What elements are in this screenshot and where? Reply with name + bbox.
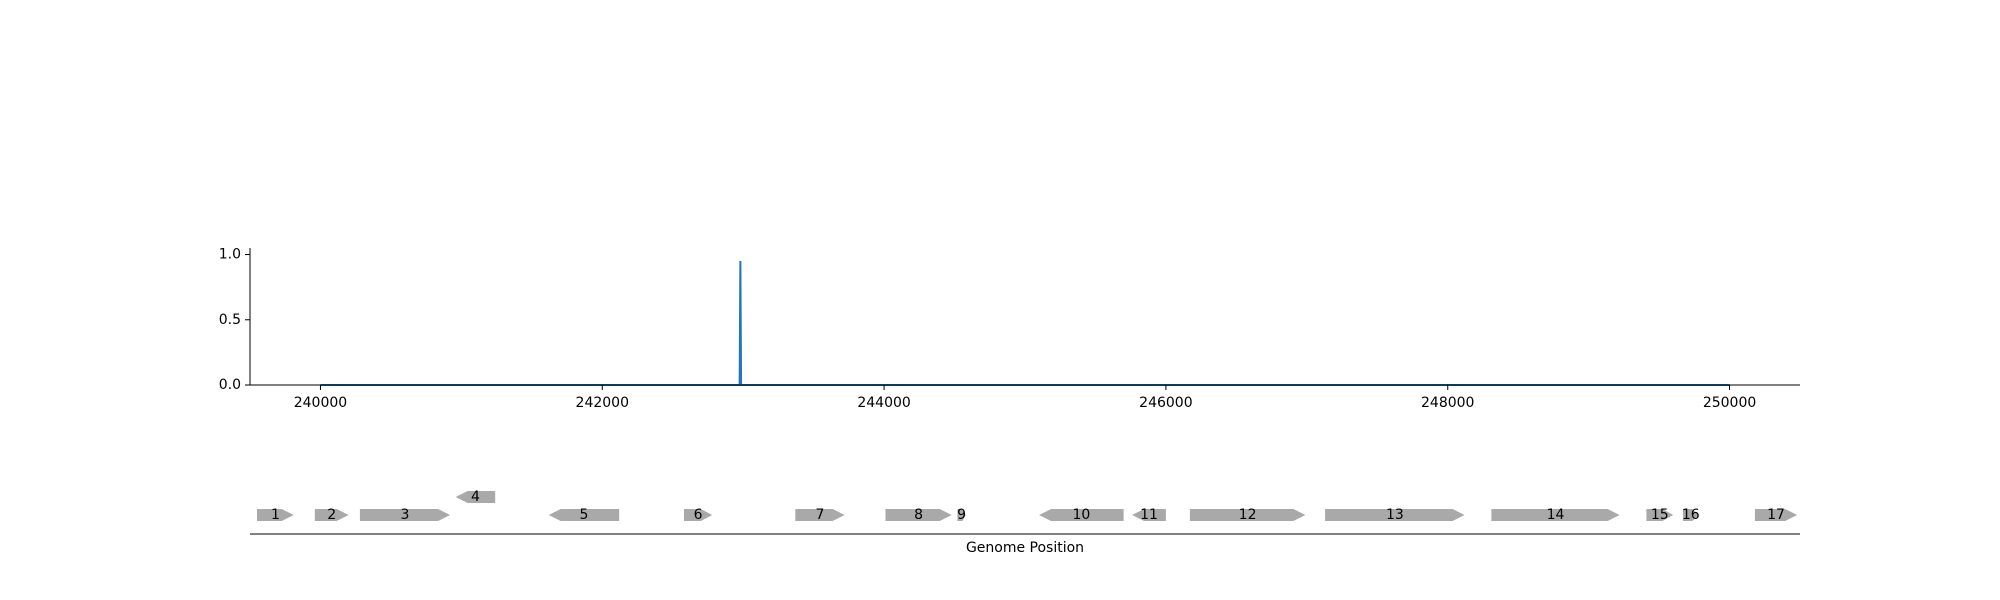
x-tick-label: 242000 bbox=[576, 395, 629, 411]
gene-16: 16 bbox=[1682, 507, 1700, 523]
x-tick-label: 244000 bbox=[857, 395, 910, 411]
gene-label: 13 bbox=[1386, 507, 1404, 523]
x-tick-label: 248000 bbox=[1421, 395, 1474, 411]
gene-label: 11 bbox=[1140, 507, 1158, 523]
gene-label: 9 bbox=[957, 507, 966, 523]
gene-arrow bbox=[455, 491, 496, 503]
gene-arrow bbox=[257, 509, 294, 521]
y-tick-label: 0.0 bbox=[219, 377, 241, 393]
x-ticks: 240000 242000 244000 246000 248000 250000 bbox=[294, 385, 1756, 411]
y-tick-label: 0.5 bbox=[219, 312, 241, 328]
gene-12: 12 bbox=[1189, 507, 1306, 523]
gene-label: 5 bbox=[580, 507, 589, 523]
x-axis-label: Genome Position bbox=[966, 540, 1084, 556]
gene-1: 1 bbox=[257, 507, 294, 523]
gene-arrow bbox=[1189, 509, 1306, 521]
gene-arrow bbox=[1491, 509, 1620, 521]
gene-track: 1 2 345 6 7 8 9 10 11 12 13 14 15 16 17 Genome Positio… bbox=[250, 489, 1800, 556]
gene-label: 12 bbox=[1239, 507, 1257, 523]
x-tick-label: 246000 bbox=[1139, 395, 1192, 411]
gene-4: 4 bbox=[455, 489, 496, 505]
gene-label: 16 bbox=[1682, 507, 1700, 523]
gene-label: 14 bbox=[1547, 507, 1565, 523]
gene-3: 3 bbox=[359, 507, 451, 523]
gene-label: 1 bbox=[271, 507, 280, 523]
gene-arrow bbox=[314, 509, 349, 521]
gene-arrow bbox=[1646, 509, 1674, 521]
gene-9: 9 bbox=[957, 507, 966, 523]
coverage-line-0 bbox=[320, 261, 1730, 386]
gene-11: 11 bbox=[1132, 507, 1166, 523]
gene-arrow bbox=[957, 509, 966, 521]
gene-label: 2 bbox=[327, 507, 336, 523]
gene-arrow bbox=[1683, 509, 1699, 521]
gene-label: 3 bbox=[401, 507, 410, 523]
gene-arrow bbox=[548, 509, 620, 521]
gene-15: 15 bbox=[1646, 507, 1674, 523]
y-ticks: 0.0 0.5 1.0 bbox=[219, 247, 250, 393]
gene-label: 17 bbox=[1767, 507, 1785, 523]
gene-label: 7 bbox=[816, 507, 825, 523]
gene-label: 15 bbox=[1651, 507, 1669, 523]
coverage-series-group bbox=[320, 261, 1730, 386]
gene-arrow bbox=[684, 509, 713, 521]
gene-label: 10 bbox=[1072, 507, 1090, 523]
gene-label: 8 bbox=[914, 507, 923, 523]
gene-7: 7 bbox=[795, 507, 845, 523]
x-tick-label: 250000 bbox=[1703, 395, 1756, 411]
gene-arrow bbox=[1039, 509, 1124, 521]
gene-arrow bbox=[1132, 509, 1166, 521]
gene-arrow bbox=[1325, 509, 1465, 521]
gene-arrows: 1 2 345 6 7 8 9 10 11 12 13 14 15 16 17 bbox=[257, 489, 1798, 523]
gene-2: 2 bbox=[314, 507, 349, 523]
y-tick-label: 1.0 bbox=[219, 247, 241, 263]
coverage-plot: 240000 242000 244000 246000 248000 250000 0.0… bbox=[219, 247, 1800, 411]
gene-5: 5 bbox=[548, 507, 620, 523]
gene-arrow bbox=[359, 509, 451, 521]
gene-arrow bbox=[1754, 509, 1798, 521]
gene-6: 6 bbox=[684, 507, 713, 523]
x-tick-label: 240000 bbox=[294, 395, 347, 411]
gene-10: 10 bbox=[1039, 507, 1124, 523]
gene-label: 6 bbox=[694, 507, 703, 523]
gene-8: 8 bbox=[885, 507, 952, 523]
gene-17: 17 bbox=[1754, 507, 1798, 523]
gene-14: 14 bbox=[1491, 507, 1620, 523]
gene-arrow bbox=[885, 509, 952, 521]
gene-label: 4 bbox=[471, 489, 480, 505]
gene-arrow bbox=[795, 509, 845, 521]
gene-13: 13 bbox=[1325, 507, 1465, 523]
